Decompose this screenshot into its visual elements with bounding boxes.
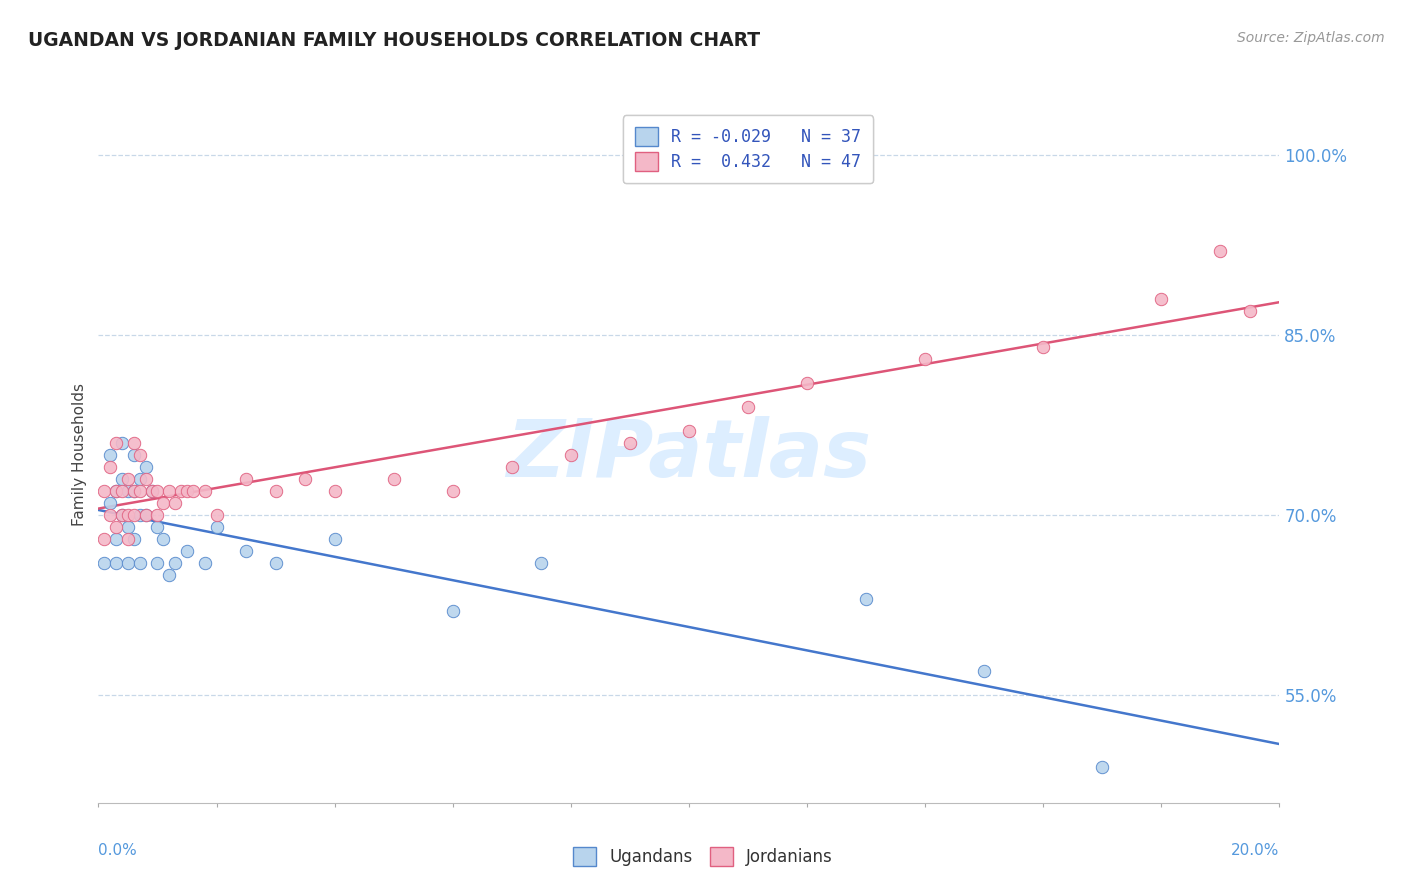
Point: [914, 351, 936, 366]
Point: [1209, 244, 1232, 258]
Point: [678, 424, 700, 438]
Point: [98, 496, 121, 510]
Point: [619, 436, 641, 450]
Point: [176, 483, 198, 498]
Point: [737, 400, 759, 414]
Point: [146, 483, 169, 498]
Point: [122, 508, 145, 522]
Point: [973, 664, 995, 678]
Point: [111, 508, 134, 522]
Point: [170, 483, 193, 498]
Point: [117, 520, 139, 534]
Point: [165, 496, 187, 510]
Point: [117, 508, 139, 522]
Point: [141, 483, 163, 498]
Text: 0.0%: 0.0%: [98, 843, 138, 858]
Point: [117, 483, 139, 498]
Point: [93, 532, 115, 546]
Point: [181, 483, 204, 498]
Point: [105, 483, 128, 498]
Point: [128, 448, 150, 462]
Point: [264, 483, 287, 498]
Point: [323, 532, 346, 546]
Point: [194, 483, 217, 498]
Point: [135, 472, 157, 486]
Point: [122, 436, 145, 450]
Point: [1032, 340, 1054, 354]
Point: [105, 520, 128, 534]
Point: [122, 532, 145, 546]
Text: 20.0%: 20.0%: [1232, 843, 1279, 858]
Point: [135, 508, 157, 522]
Point: [796, 376, 818, 390]
Point: [93, 483, 115, 498]
Point: [117, 556, 139, 570]
Legend: Ugandans, Jordanians: Ugandans, Jordanians: [565, 838, 841, 875]
Point: [98, 459, 121, 474]
Point: [235, 472, 257, 486]
Point: [152, 532, 174, 546]
Point: [1150, 292, 1173, 306]
Point: [146, 508, 169, 522]
Point: [128, 508, 150, 522]
Point: [152, 496, 174, 510]
Point: [264, 556, 287, 570]
Point: [135, 508, 157, 522]
Point: [98, 508, 121, 522]
Point: [441, 483, 464, 498]
Point: [235, 544, 257, 558]
Point: [105, 436, 128, 450]
Point: [105, 483, 128, 498]
Point: [122, 483, 145, 498]
Point: [117, 472, 139, 486]
Point: [530, 556, 553, 570]
Point: [441, 604, 464, 618]
Point: [105, 532, 128, 546]
Text: ZIPatlas: ZIPatlas: [506, 416, 872, 494]
Point: [93, 556, 115, 570]
Point: [111, 508, 134, 522]
Point: [855, 591, 877, 606]
Point: [128, 556, 150, 570]
Point: [111, 472, 134, 486]
Point: [146, 520, 169, 534]
Point: [111, 436, 134, 450]
Point: [128, 483, 150, 498]
Point: [1239, 304, 1261, 318]
Point: [382, 472, 405, 486]
Point: [560, 448, 582, 462]
Point: [141, 483, 163, 498]
Point: [205, 508, 228, 522]
Point: [98, 448, 121, 462]
Text: Source: ZipAtlas.com: Source: ZipAtlas.com: [1237, 31, 1385, 45]
Point: [1091, 760, 1114, 774]
Point: [165, 556, 187, 570]
Point: [128, 472, 150, 486]
Point: [194, 556, 217, 570]
Point: [501, 459, 523, 474]
Point: [157, 483, 180, 498]
Text: UGANDAN VS JORDANIAN FAMILY HOUSEHOLDS CORRELATION CHART: UGANDAN VS JORDANIAN FAMILY HOUSEHOLDS C…: [28, 31, 761, 50]
Point: [146, 556, 169, 570]
Point: [294, 472, 316, 486]
Point: [117, 532, 139, 546]
Point: [176, 544, 198, 558]
Point: [323, 483, 346, 498]
Point: [111, 483, 134, 498]
Legend: R = -0.029   N = 37, R =  0.432   N = 47: R = -0.029 N = 37, R = 0.432 N = 47: [623, 115, 873, 183]
Point: [205, 520, 228, 534]
Y-axis label: Family Households: Family Households: [72, 384, 87, 526]
Point: [157, 567, 180, 582]
Point: [122, 483, 145, 498]
Point: [122, 448, 145, 462]
Point: [135, 459, 157, 474]
Point: [105, 556, 128, 570]
